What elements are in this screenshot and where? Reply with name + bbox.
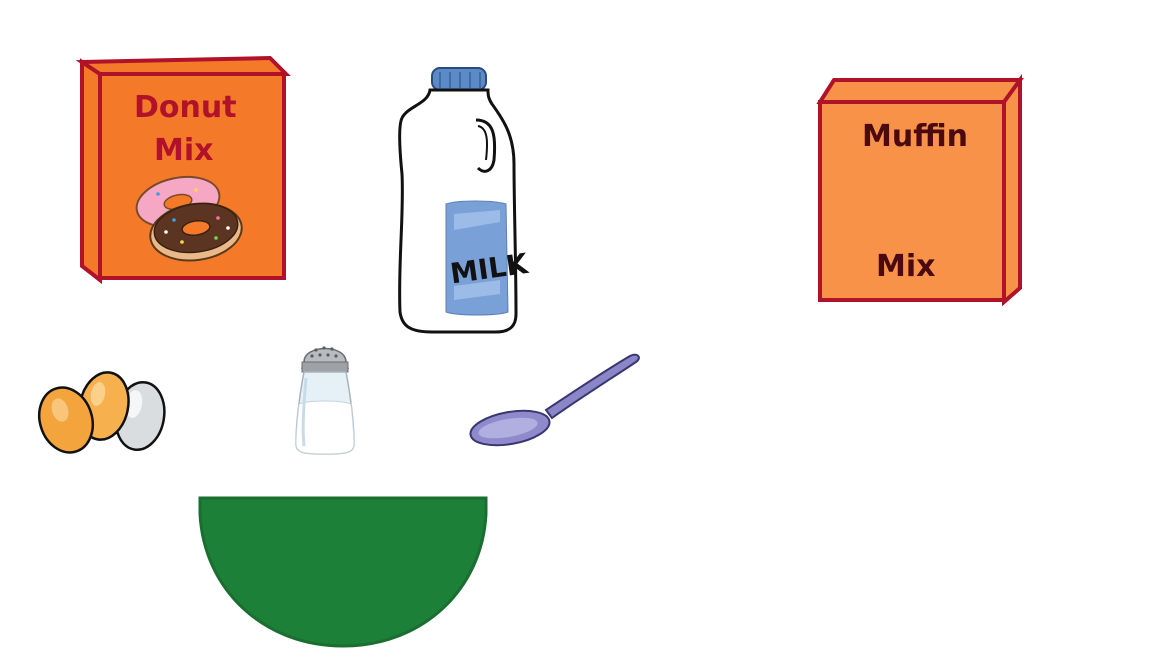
milk-cap-icon xyxy=(431,67,487,91)
donut-mix-title-line2: Mix xyxy=(154,133,214,168)
chocolate-donut-icon xyxy=(149,202,243,262)
mixing-bowl[interactable] xyxy=(196,494,490,650)
brown-egg-front-icon xyxy=(38,386,94,454)
muffin-mix-title-line1: Muffin xyxy=(862,119,968,154)
salt-shaker[interactable] xyxy=(290,332,360,458)
donut-mix-box[interactable]: Donut Mix xyxy=(75,52,291,285)
muffin-mix-box[interactable]: Muffin Mix xyxy=(814,73,1026,307)
milk-jug[interactable]: MILK xyxy=(392,64,531,336)
muffin-mix-title-line2: Mix xyxy=(876,249,936,284)
eggs[interactable] xyxy=(32,366,172,458)
spoon[interactable] xyxy=(466,348,642,452)
donut-mix-title-line1: Donut xyxy=(134,90,237,125)
